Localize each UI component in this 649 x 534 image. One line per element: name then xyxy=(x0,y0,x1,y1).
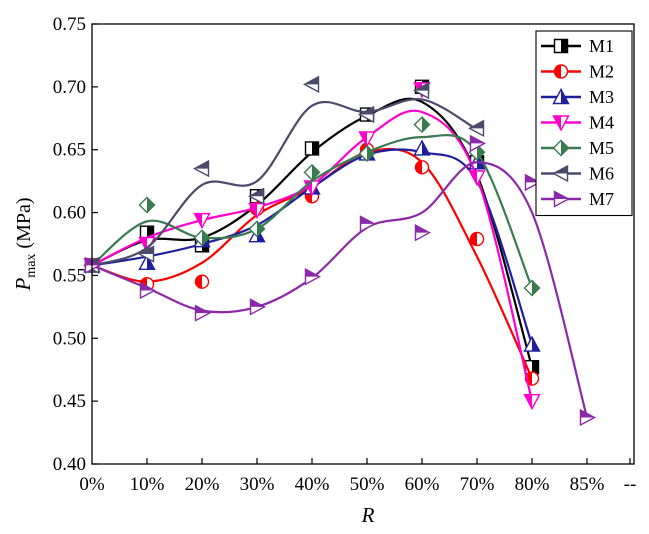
y-tick-label: 0.70 xyxy=(53,77,86,98)
triangle-up-half-marker xyxy=(523,335,541,352)
legend-label: M3 xyxy=(589,87,614,107)
triangle-right-half-marker xyxy=(414,224,431,242)
triangle-right-half-marker xyxy=(194,304,211,322)
triangle-right-half-marker xyxy=(359,215,376,233)
x-tick-label: 10% xyxy=(130,474,165,495)
plot-frame xyxy=(91,23,635,465)
x-tick-label: 20% xyxy=(185,474,220,495)
triangle-down-half-marker xyxy=(523,393,541,411)
triangle-right-half-marker xyxy=(139,281,156,300)
triangle-right-half-marker xyxy=(579,408,596,427)
triangle-right-half-marker xyxy=(249,298,266,316)
y-tick-label: 0.75 xyxy=(53,14,86,35)
circle-half-marker xyxy=(194,274,210,289)
x-tick-label: 40% xyxy=(295,474,330,495)
x-tick-label: 80% xyxy=(515,474,550,495)
legend-item: M7 xyxy=(541,189,614,209)
triangle-left-half-marker xyxy=(193,159,210,178)
series-line-M6 xyxy=(91,97,478,267)
legend-item: M2 xyxy=(541,62,614,82)
diamond-half-marker xyxy=(303,163,321,181)
triangle-down-half-marker xyxy=(552,115,570,132)
triangle-down-half-marker xyxy=(248,202,266,220)
x-tick-label: 50% xyxy=(350,474,385,495)
legend-label: M5 xyxy=(589,138,614,158)
x-axis-title: R xyxy=(361,503,375,527)
series-M4 xyxy=(83,82,541,411)
series-line-M5 xyxy=(91,134,534,289)
triangle-left-half-marker xyxy=(248,187,265,205)
legend-item: M5 xyxy=(541,138,614,158)
triangle-down-half-marker xyxy=(358,131,376,148)
y-tick-label: 0.60 xyxy=(53,203,86,224)
legend-label: M7 xyxy=(589,189,614,209)
diamond-half-marker xyxy=(552,139,570,157)
legend-label: M4 xyxy=(589,113,614,133)
triangle-right-half-marker xyxy=(304,268,321,286)
legend-label: M1 xyxy=(589,36,614,56)
diamond-half-marker xyxy=(523,279,541,297)
triangle-right-half-marker xyxy=(469,134,486,153)
triangle-up-half-marker xyxy=(552,88,570,105)
legend-label: M2 xyxy=(589,62,614,82)
triangle-left-half-marker xyxy=(303,75,320,94)
legend-item: M3 xyxy=(541,87,614,107)
x-tick-label: 70% xyxy=(460,474,495,495)
legend-item: M4 xyxy=(541,113,614,133)
x-tick-label: 0% xyxy=(79,474,105,495)
y-tick-label: 0.65 xyxy=(53,140,86,161)
triangle-right-half-marker xyxy=(553,190,570,208)
triangle-up-half-marker xyxy=(413,139,431,156)
triangle-left-half-marker xyxy=(138,245,155,263)
triangle-down-half-marker xyxy=(468,170,486,187)
legend: M1 M2 M3 M4 M5 M6 M7 xyxy=(535,30,633,217)
triangle-left-half-marker xyxy=(468,119,485,138)
x-tick-label: 30% xyxy=(240,474,275,495)
diamond-half-marker xyxy=(193,229,211,247)
triangle-left-half-marker xyxy=(413,81,430,100)
axis-layer: 0.40 0.45 0.50 0.55 0.60 0.65 0.70 0.75 0% 10% 20%… xyxy=(11,14,636,527)
x-tick-label: 60% xyxy=(405,474,440,495)
series-layer xyxy=(83,75,596,427)
diamond-half-marker xyxy=(248,220,266,238)
diamond-half-marker xyxy=(413,116,431,134)
triangle-down-half-marker xyxy=(193,212,211,230)
legend-item: M1 xyxy=(541,36,614,56)
y-tick-label: 0.45 xyxy=(53,391,86,412)
diamond-half-marker xyxy=(358,144,376,162)
x-tick-label: 85% xyxy=(570,474,605,495)
circle-half-marker xyxy=(414,160,430,175)
y-tick-label: 0.55 xyxy=(53,265,86,286)
circle-half-marker xyxy=(469,231,485,247)
square-half-marker xyxy=(304,141,320,156)
square-half-marker xyxy=(553,38,569,54)
triangle-left-half-marker xyxy=(552,164,569,183)
triangle-left-half-marker xyxy=(358,105,375,124)
x-tick-label: -- xyxy=(624,474,637,495)
y-tick-label: 0.50 xyxy=(53,328,86,349)
y-tick-label: 0.40 xyxy=(53,454,86,475)
legend-item: M6 xyxy=(541,164,614,184)
y-axis-title: Pmax (MPa) xyxy=(11,197,39,291)
circle-half-marker xyxy=(553,64,569,79)
legend-label: M6 xyxy=(589,164,614,184)
series-M7 xyxy=(84,134,596,427)
diamond-half-marker xyxy=(138,196,156,214)
